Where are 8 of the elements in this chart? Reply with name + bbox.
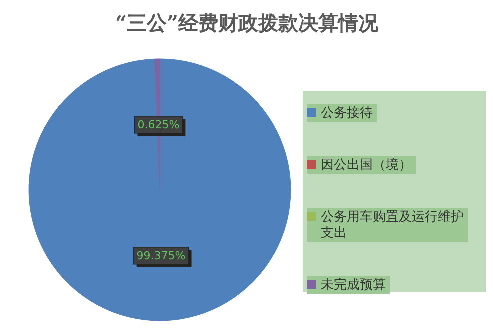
legend-label: 公务用车购置及运行维护支出 [321, 210, 464, 241]
legend-label: 公务接待 [321, 106, 373, 121]
data-label: 0.625% [138, 118, 180, 132]
legend-label: 未完成预算 [321, 277, 386, 293]
data-label: 99.375% [136, 249, 186, 262]
pie-slice [28, 58, 292, 322]
legend-label: 因公出国（境） [321, 157, 412, 173]
chart-title: “三公”经费财政拨款决算情况 [115, 11, 380, 35]
